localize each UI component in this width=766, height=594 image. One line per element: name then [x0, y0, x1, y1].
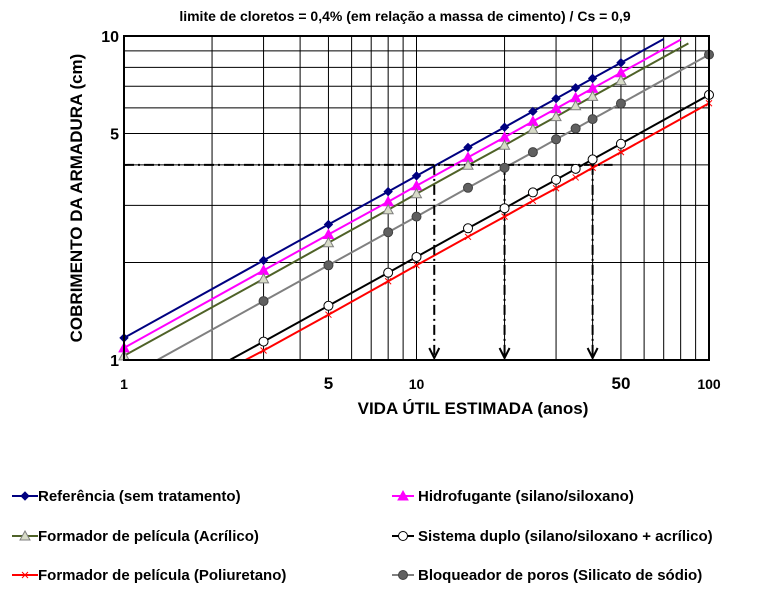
legend-label: Formador de película (Poliuretano): [38, 567, 286, 584]
data-point: [570, 163, 581, 174]
legend-marker: [398, 570, 408, 580]
legend-label: Sistema duplo (silano/siloxano + acrílic…: [418, 528, 713, 545]
legend-marker: [19, 529, 31, 541]
data-point: [322, 236, 335, 248]
data-point: [411, 251, 422, 262]
legend: Referência (sem tratamento) Hidrofugante …: [12, 488, 713, 584]
data-point: [617, 148, 625, 156]
x-tick-label: 5: [324, 374, 333, 393]
data-point: [383, 186, 393, 197]
legend-label: Referência (sem tratamento): [38, 488, 241, 505]
data-point: [529, 197, 537, 205]
arrow-head: [498, 347, 511, 361]
data-point: [323, 300, 334, 311]
arrow-head: [586, 347, 599, 361]
x-axis-label: VIDA ÚTIL ESTIMADA (anos): [358, 399, 589, 418]
legend-label: Bloqueador de poros (Silicato de sódio): [418, 567, 702, 584]
data-point: [413, 261, 420, 269]
legend-marker: [398, 531, 408, 541]
data-point: [615, 74, 627, 86]
legend-item: Formador de película (Acrílico): [12, 528, 259, 545]
data-point: [501, 213, 508, 220]
data-point: [587, 114, 598, 125]
data-point: [499, 122, 510, 132]
y-axis-label: COBRIMENTO DA ARMADURA (cm): [67, 54, 86, 343]
data-point: [550, 110, 562, 122]
x-tick-label: 100: [697, 376, 721, 392]
data-point: [499, 162, 510, 173]
data-point: [258, 255, 269, 266]
data-point: [587, 154, 598, 165]
x-tick-label: 10: [409, 376, 425, 392]
legend-item: Formador de película (Poliuretano): [12, 567, 286, 584]
legend-marker: [21, 571, 29, 579]
data-point: [569, 99, 582, 111]
series-line: [156, 53, 710, 361]
y-tick-label: 1: [110, 353, 119, 370]
data-point: [528, 106, 538, 117]
data-point: [587, 73, 598, 84]
series-line: [123, 42, 689, 357]
series-line: [123, 38, 665, 339]
data-point: [570, 123, 581, 134]
data-point: [552, 184, 560, 192]
data-point: [410, 187, 423, 199]
data-point: [615, 138, 626, 149]
y-tick-label: 5: [110, 127, 119, 144]
data-point: [260, 347, 267, 354]
data-point: [323, 260, 334, 271]
legend-item: Bloqueador de poros (Silicato de sódio): [392, 567, 702, 584]
data-point: [616, 58, 626, 68]
data-point: [383, 227, 394, 238]
data-point: [258, 296, 269, 307]
legend-item: Hidrofugante (silano/siloxano): [392, 488, 634, 505]
legend-marker: [20, 491, 30, 501]
data-point: [462, 159, 474, 170]
data-point: [551, 93, 561, 104]
chart-title: limite de cloretos = 0,4% (em relação a …: [179, 8, 631, 24]
data-point: [464, 233, 472, 241]
data-point: [257, 272, 270, 284]
arrow-head: [428, 347, 441, 361]
data-point: [589, 164, 596, 172]
data-point: [499, 203, 510, 214]
legend-item: Referência (sem tratamento): [12, 488, 241, 505]
data-point: [551, 134, 562, 145]
plot-area: [123, 35, 710, 361]
series-markers: [118, 49, 714, 361]
legend-marker: [397, 489, 409, 501]
data-point: [572, 174, 579, 181]
data-point: [463, 182, 474, 193]
data-point: [382, 203, 395, 215]
x-tick-label: 1: [120, 376, 128, 392]
data-point: [551, 174, 562, 185]
data-point: [527, 187, 538, 198]
data-point: [383, 267, 394, 278]
data-point: [527, 123, 539, 134]
y-tick-label: 10: [101, 29, 119, 46]
legend-item: Sistema duplo (silano/siloxano + acrílic…: [392, 528, 713, 545]
data-point: [498, 139, 511, 150]
reference-lines: [124, 163, 613, 361]
data-point: [527, 147, 538, 158]
data-point: [463, 142, 473, 153]
data-point: [325, 311, 332, 319]
data-point: [258, 336, 269, 347]
data-point: [463, 223, 474, 234]
legend-label: Formador de película (Acrílico): [38, 528, 259, 545]
tick-labels: 1 5 10 50 100 1 5 10: [101, 29, 721, 393]
data-point: [384, 277, 392, 285]
legend-label: Hidrofugante (silano/siloxano): [418, 488, 634, 505]
data-point: [615, 98, 626, 109]
data-point: [411, 171, 422, 181]
data-point: [323, 219, 334, 230]
x-tick-label: 50: [611, 374, 630, 393]
data-point: [411, 211, 422, 222]
data-point: [586, 90, 599, 101]
data-point: [570, 83, 581, 93]
